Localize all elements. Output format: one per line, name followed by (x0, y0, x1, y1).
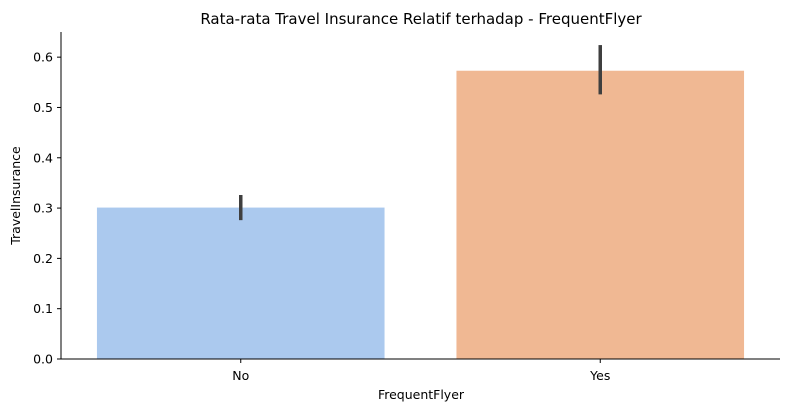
y-tick-label: 0.0 (33, 352, 53, 367)
chart-title: Rata-rata Travel Insurance Relatif terha… (200, 10, 642, 28)
y-tick-label: 0.4 (33, 150, 53, 165)
y-axis-label: TravelInsurance (8, 146, 23, 246)
y-tick-label: 0.1 (33, 301, 53, 316)
y-tick-label: 0.6 (33, 50, 53, 65)
y-tick-label: 0.5 (33, 100, 53, 115)
x-axis-label: FrequentFlyer (378, 387, 465, 402)
x-axis: No Yes (232, 359, 610, 383)
y-axis: 0.0 0.1 0.2 0.3 0.4 0.5 0.6 (33, 50, 61, 367)
error-bars-layer (239, 45, 602, 221)
x-tick-label-yes: Yes (589, 368, 610, 383)
y-tick-label: 0.3 (33, 201, 53, 216)
bar-yes (456, 70, 745, 359)
bar-no (96, 207, 385, 359)
y-tick-label: 0.2 (33, 251, 53, 266)
x-tick-label-no: No (232, 368, 249, 383)
bars-layer (96, 70, 745, 359)
